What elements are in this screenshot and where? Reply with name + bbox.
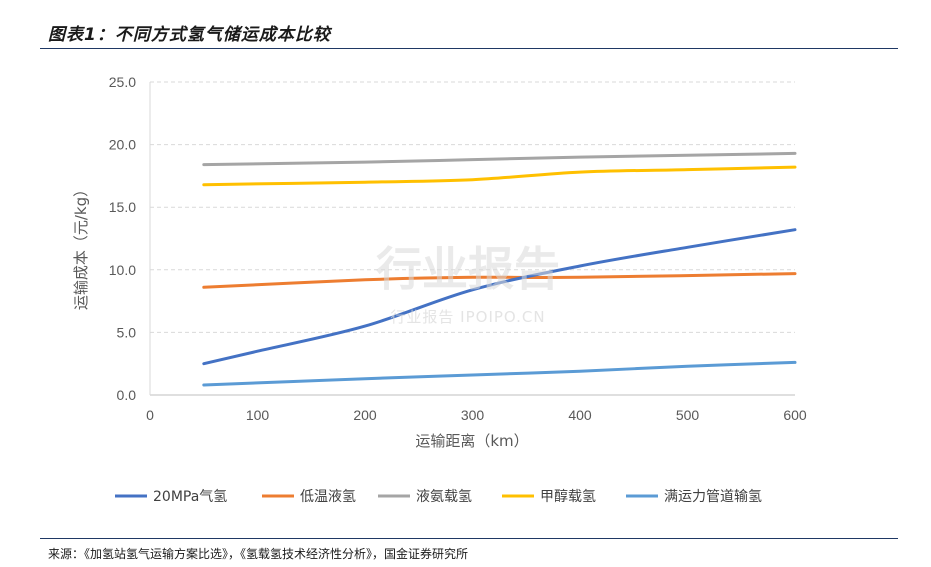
legend-label: 低温液氢	[300, 489, 356, 505]
legend-label: 满运力管道输氢	[664, 489, 762, 505]
figure-title: 图表1：不同方式氢气储运成本比较	[48, 25, 331, 45]
y-tick-label: 10.0	[109, 262, 136, 278]
y-tick-label: 5.0	[117, 324, 137, 340]
source-note: 来源：《加氢站氢气运输方案比选》，《氢载氢技术经济性分析》，国金证券研究所	[48, 547, 469, 561]
grid-lines	[150, 81, 795, 333]
legend: 20MPa气氢 低温液氢 液氨载氢 甲醇载氢 满运力管道输氢	[115, 488, 762, 505]
legend-label: 液氨载氢	[416, 489, 472, 505]
x-tick-label: 0	[146, 407, 154, 423]
series-line	[202, 272, 797, 289]
title-rule	[40, 48, 898, 49]
x-tick-label: 600	[783, 407, 807, 423]
series-lines	[202, 151, 797, 387]
x-tick-label: 300	[461, 407, 485, 423]
watermark-sub: 行业报告 IPOIPO.CN	[390, 308, 545, 326]
x-axis-label: 运输距离（km）	[415, 432, 528, 450]
legend-label: 20MPa气氢	[153, 489, 227, 505]
y-axis-label: 运输成本（元/kg）	[72, 182, 90, 310]
legend-label: 甲醇载氢	[540, 488, 596, 505]
y-tick-label: 25.0	[109, 74, 136, 90]
watermark-main: 行业报告	[376, 242, 560, 296]
y-tick-label: 0.0	[117, 387, 137, 403]
source-rule	[40, 538, 898, 539]
x-tick-label: 100	[246, 407, 270, 423]
x-tick-label: 200	[353, 407, 377, 423]
axes: 0.0 5.0 10.0 15.0 20.0 25.0 0 100 200 300 400 500 60…	[109, 74, 807, 423]
y-tick-label: 20.0	[109, 137, 136, 153]
x-tick-label: 400	[568, 407, 592, 423]
x-tick-label: 500	[676, 407, 700, 423]
series-line	[202, 151, 797, 167]
series-line	[202, 165, 797, 187]
y-tick-label: 15.0	[109, 199, 136, 215]
series-line	[202, 228, 797, 366]
watermark: 行业报告 行业报告 IPOIPO.CN	[376, 242, 560, 326]
series-line	[202, 360, 797, 387]
